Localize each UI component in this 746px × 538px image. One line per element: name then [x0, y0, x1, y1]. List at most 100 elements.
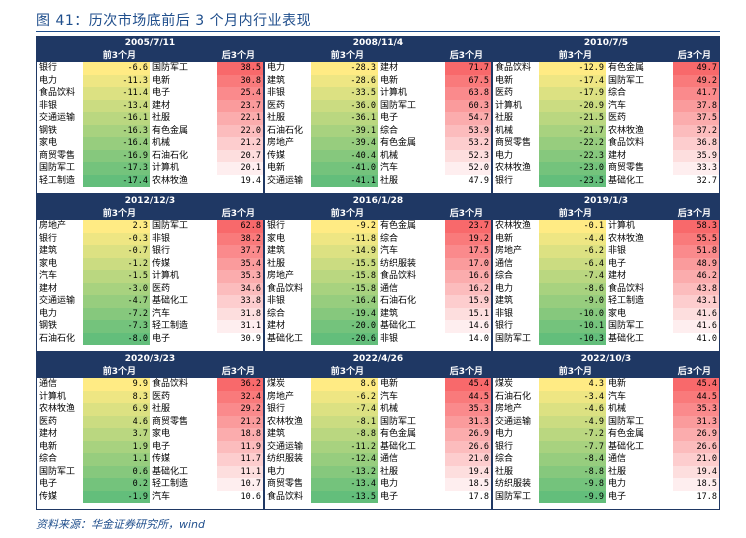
before-industry: 建材	[39, 429, 58, 439]
before-return: 6.9	[82, 403, 150, 416]
after-return: 19.4	[673, 465, 719, 478]
before-return: -40.4	[310, 149, 378, 162]
before-return: -16.4	[82, 137, 150, 150]
figure-title: 图 41：历次市场底前后 3 个月内行业表现	[36, 13, 312, 29]
before-return: -7.4	[310, 403, 378, 416]
before-industry: 银行	[495, 175, 514, 186]
table-row: 建筑 -9.0 轻工制造 43.1	[493, 295, 719, 308]
before-return: 8.3	[82, 390, 150, 403]
after-return: 21.0	[673, 453, 719, 466]
before-return: -4.9	[538, 415, 606, 428]
before-return: -23.0	[538, 162, 606, 175]
before-industry: 基础化工	[267, 333, 304, 344]
before-return: -4.7	[82, 295, 150, 308]
after-return: 38.2	[217, 232, 263, 245]
date-panel: 2022/10/3 前3个月 后3个月 煤炭 4.3 电新 45.4 石油石化 -3.4 汽车 44…	[492, 352, 720, 510]
before-industry: 煤炭	[267, 379, 286, 389]
before-return: -0.1	[538, 220, 606, 233]
before-industry: 社服	[495, 466, 514, 477]
after-return: 58.3	[673, 220, 719, 233]
after-return: 54.7	[445, 112, 491, 125]
after-industry: 有色金属	[380, 429, 417, 439]
table-row: 电力 -11.3 电新 30.8	[37, 74, 263, 87]
before-industry: 电力	[39, 75, 58, 86]
before-return: -16.4	[310, 295, 378, 308]
before-industry: 电新	[495, 233, 514, 244]
table-row: 社服 -21.5 医药 37.5	[493, 112, 719, 125]
before-return: -17.3	[82, 162, 150, 175]
panel-date: 2022/4/26	[265, 353, 491, 366]
after-industry: 通信	[380, 454, 399, 464]
before-industry: 建材	[39, 283, 58, 294]
before-return: -7.3	[82, 320, 150, 333]
before-return: -10.1	[538, 320, 606, 333]
after-return: 37.8	[673, 99, 719, 112]
before-industry: 房地产	[267, 391, 295, 402]
table-row: 石油石化 -3.4 汽车 44.5	[493, 390, 719, 403]
after-industry: 国防军工	[380, 416, 417, 427]
panel-date: 2010/7/5	[493, 37, 719, 50]
before-return: 2.3	[82, 220, 150, 233]
after-return: 30.8	[217, 74, 263, 87]
table-row: 社服 -8.8 社服 19.4	[493, 465, 719, 478]
before-industry: 食品饮料	[267, 283, 304, 294]
after-return: 41.0	[673, 332, 719, 345]
table-row: 商贸零售 -22.2 食品饮料 36.8	[493, 137, 719, 150]
after-industry: 基础化工	[152, 296, 189, 306]
table-row: 建材 -3.0 医药 34.6	[37, 282, 263, 295]
before-industry: 医药	[267, 100, 286, 111]
after-return: 45.4	[673, 378, 719, 391]
before-industry: 家电	[39, 258, 58, 269]
before-industry: 传媒	[267, 150, 286, 161]
table-row: 机械 -21.7 农林牧渔 37.2	[493, 124, 719, 137]
before-industry: 建筑	[267, 429, 286, 439]
table-row: 家电 -11.8 综合 19.2	[265, 232, 491, 245]
before-return: -11.3	[82, 74, 150, 87]
after-return: 15.1	[445, 307, 491, 320]
after-return: 35.9	[673, 149, 719, 162]
after-return: 53.2	[445, 137, 491, 150]
after-industry: 基础化工	[380, 441, 417, 452]
before-industry: 通信	[495, 258, 514, 269]
after-industry: 汽车	[380, 391, 399, 402]
after-header: 后3个月	[449, 209, 483, 219]
after-industry: 基础化工	[608, 441, 645, 452]
before-industry: 电子	[39, 479, 58, 489]
before-industry: 非银	[39, 100, 58, 111]
after-return: 31.3	[445, 415, 491, 428]
after-header: 后3个月	[677, 209, 711, 219]
after-return: 52.3	[445, 149, 491, 162]
after-industry: 基础化工	[608, 333, 645, 344]
before-return: -16.9	[82, 149, 150, 162]
before-header: 前3个月	[558, 209, 592, 219]
table-row: 煤炭 8.6 电新 45.4	[265, 378, 491, 391]
after-return: 17.0	[445, 257, 491, 270]
before-industry: 银行	[39, 63, 58, 73]
before-industry: 计算机	[39, 391, 67, 402]
after-industry: 国防军工	[608, 75, 645, 86]
table-row: 交通运输 -4.9 国防军工 31.3	[493, 415, 719, 428]
table-row: 电力 -8.6 食品饮料 43.8	[493, 282, 719, 295]
panel-date: 2008/11/4	[265, 37, 491, 50]
after-industry: 医药	[152, 283, 171, 294]
table-row: 房地产 -6.2 汽车 44.5	[265, 390, 491, 403]
table-row: 电力 -7.2 有色金属 26.9	[493, 428, 719, 441]
table-row: 煤炭 4.3 电新 45.4	[493, 378, 719, 391]
before-return: -17.4	[538, 74, 606, 87]
before-return: -9.8	[538, 478, 606, 491]
after-industry: 社服	[152, 404, 171, 414]
after-industry: 计算机	[152, 271, 180, 281]
after-industry: 国防军工	[608, 416, 645, 427]
after-return: 35.4	[217, 257, 263, 270]
before-industry: 银行	[267, 404, 286, 414]
before-return: -36.0	[310, 99, 378, 112]
after-return: 46.2	[673, 270, 719, 283]
panel-date: 2022/10/3	[493, 353, 719, 366]
after-industry: 国防军工	[152, 63, 189, 73]
after-return: 19.4	[445, 465, 491, 478]
before-return: 4.3	[538, 378, 606, 391]
before-return: -8.0	[82, 332, 150, 345]
table-row: 医药 4.6 商贸零售 21.2	[37, 415, 263, 428]
after-return: 11.1	[217, 465, 263, 478]
after-return: 53.9	[445, 124, 491, 137]
